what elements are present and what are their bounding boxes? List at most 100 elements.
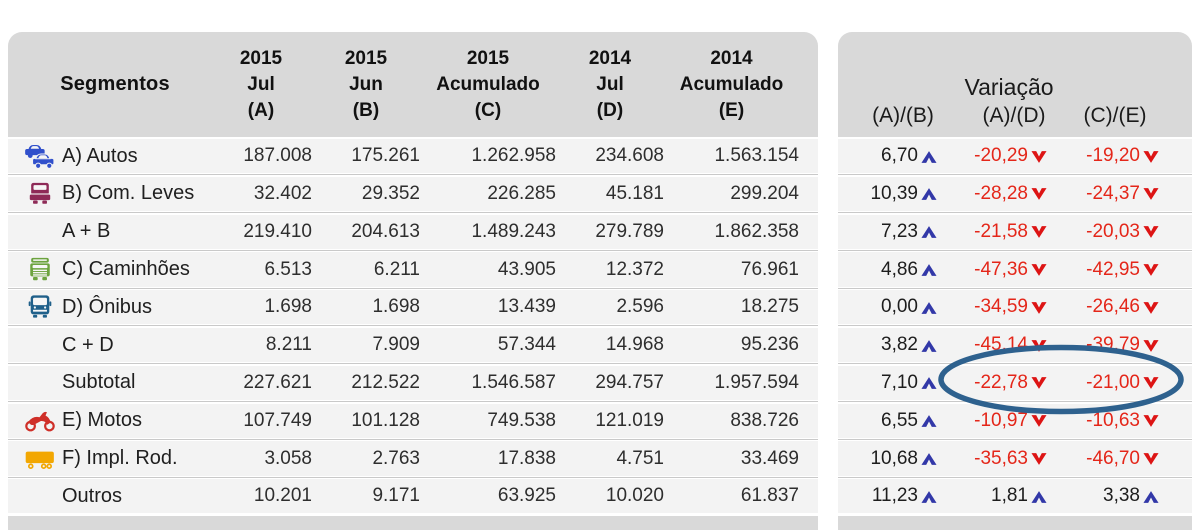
- variation-value: -46,70: [1086, 447, 1140, 469]
- variation-value: 1,81: [991, 485, 1028, 507]
- variation-cell: 1,81: [938, 485, 1048, 507]
- segments-table-header: Segmentos 2015 Jul (A) 2015 Jun (B) 2015…: [8, 32, 818, 137]
- variation-row: 7,23 -21,58 -20,03: [838, 214, 1192, 249]
- down-arrow-icon: [1031, 264, 1047, 276]
- variation-table-body: 6,70 -20,29 -19,20 10,39 -28,28 -24,37 7,23 -21…: [838, 137, 1192, 514]
- variation-value: -45,14: [974, 334, 1028, 356]
- variation-value: -35,63: [974, 447, 1028, 469]
- up-arrow-icon: [921, 188, 937, 201]
- value-cell: 3.058: [264, 447, 312, 469]
- segment-label: F) Impl. Rod.: [62, 447, 178, 470]
- value-cell: 1.698: [372, 296, 420, 318]
- row-separator: [838, 173, 1192, 177]
- variation-title: Variação: [964, 74, 1054, 100]
- value-cell: 1.698: [264, 296, 312, 318]
- variation-value: -24,37: [1086, 182, 1140, 204]
- variation-row: 7,10 -22,78 -21,00: [838, 365, 1192, 401]
- variation-cell: 4,86: [838, 259, 938, 281]
- segment-label: Subtotal: [62, 371, 136, 394]
- variation-cell: -21,58: [938, 221, 1048, 243]
- variation-cell: -19,20: [1048, 145, 1160, 167]
- table-row: Subtotal 227.621 212.522 1.546.587 294.757 1.…: [8, 365, 818, 401]
- up-arrow-icon: [921, 453, 937, 465]
- value-cell: 18.275: [740, 296, 799, 318]
- column-header-2014-jul-d: 2014 Jul (D): [556, 46, 664, 124]
- ratio-header-c-e: (C)/(E): [1083, 104, 1147, 127]
- variation-value: -39,79: [1086, 334, 1140, 356]
- up-arrow-icon: [921, 150, 937, 163]
- down-arrow-icon: [1031, 150, 1047, 163]
- up-arrow-icon: [921, 301, 937, 314]
- variation-cell: -45,14: [938, 334, 1048, 356]
- header-period: Acumulado: [436, 73, 540, 95]
- up-arrow-icon: [921, 264, 937, 276]
- variation-cell: 3,82: [838, 334, 938, 356]
- variation-value: 7,10: [881, 371, 918, 393]
- variation-value: -42,95: [1086, 258, 1140, 280]
- header-year: 2015: [466, 47, 510, 69]
- value-cell: 76.961: [740, 258, 799, 280]
- segment-icon-cell: [20, 441, 60, 475]
- value-cell: 101.128: [351, 409, 420, 431]
- value-cell: 14.968: [605, 334, 664, 356]
- variation-cell: 10,39: [838, 183, 938, 205]
- down-arrow-icon: [1031, 226, 1047, 239]
- row-separator: [838, 286, 1192, 291]
- value-cell: 61.837: [740, 485, 799, 507]
- value-cell: 121.019: [595, 409, 664, 431]
- variation-value: -10,97: [974, 409, 1028, 431]
- header-key: (A): [247, 99, 275, 121]
- row-separator: [838, 475, 1192, 480]
- variation-value: -20,29: [974, 145, 1028, 167]
- row-separator: [8, 437, 818, 442]
- value-cell: 227.621: [243, 371, 312, 393]
- value-cell: 187.008: [243, 145, 312, 167]
- segment-label: D) Ônibus: [62, 295, 153, 318]
- table-footer-strip: [838, 515, 1192, 530]
- variation-row: 0,00 -34,59 -26,46: [838, 290, 1192, 325]
- value-cell: 4.751: [616, 447, 664, 469]
- onibus-icon: [27, 294, 53, 320]
- variation-value: 11,23: [871, 485, 918, 507]
- segment-icon-cell: [20, 328, 60, 362]
- segment-label: A) Autos: [62, 144, 138, 167]
- column-header-2015-jun-b: 2015 Jun (B): [312, 46, 420, 124]
- header-key: (D): [596, 99, 624, 121]
- segment-label: B) Com. Leves: [62, 182, 195, 205]
- variation-cell: -10,97: [938, 410, 1048, 432]
- variation-table-header: Variação (A)/(B) (A)/(D) (C)/(E): [838, 32, 1192, 137]
- column-header-2015-acumulado-c: 2015 Acumulado (C): [420, 46, 556, 124]
- value-cell: 45.181: [605, 182, 664, 204]
- table-row: C + D 8.211 7.909 57.344 14.968 95.236: [8, 327, 818, 363]
- value-cell: 8.211: [265, 334, 312, 356]
- value-cell: 212.522: [351, 371, 420, 393]
- variation-value: -21,00: [1086, 371, 1140, 393]
- variation-cell: 6,70: [838, 145, 938, 167]
- ratio-header-a-b: (A)/(B): [872, 104, 934, 127]
- row-separator: [8, 286, 818, 291]
- row-separator: [8, 362, 818, 366]
- value-cell: 107.749: [243, 409, 312, 431]
- variation-value: -47,36: [974, 258, 1028, 280]
- down-arrow-icon: [1031, 339, 1047, 352]
- row-separator: [838, 211, 1192, 215]
- variation-table: Variação (A)/(B) (A)/(D) (C)/(E) 6,70 -20…: [838, 32, 1192, 530]
- up-arrow-icon: [921, 377, 937, 390]
- segment-icon-cell: [20, 139, 60, 173]
- down-arrow-icon: [1143, 453, 1159, 465]
- table-row: B) Com. Leves 32.402 29.352 226.285 45.181 29…: [8, 176, 818, 212]
- down-arrow-icon: [1031, 453, 1047, 465]
- value-cell: 2.596: [616, 296, 664, 318]
- down-arrow-icon: [1031, 377, 1047, 390]
- up-arrow-icon: [1031, 490, 1047, 503]
- row-separator: [8, 400, 818, 404]
- value-cell: 294.757: [595, 371, 664, 393]
- variation-cell: -10,63: [1048, 410, 1160, 432]
- impl-rod-icon: [24, 447, 56, 471]
- header-period: Jun: [349, 73, 383, 95]
- value-cell: 1.563.154: [714, 145, 799, 167]
- variation-cell: 11,23: [838, 485, 938, 507]
- variation-row: 6,55 -10,97 -10,63: [838, 403, 1192, 438]
- value-cell: 10.201: [253, 485, 312, 507]
- table-row: A + B 219.410 204.613 1.489.243 279.789 1.862…: [8, 214, 818, 249]
